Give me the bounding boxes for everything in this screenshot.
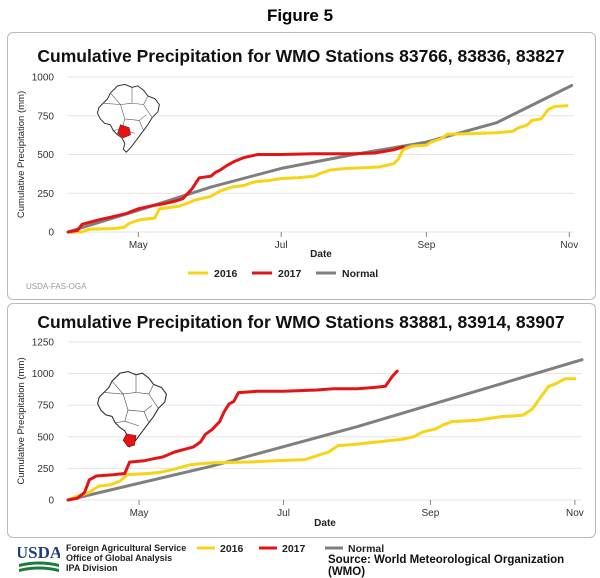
legend-label: 2017 (278, 268, 302, 280)
legend-label: 2016 (220, 543, 244, 555)
y-tick-label: 500 (37, 150, 54, 161)
agency-block: Foreign Agricultural Service Office of G… (66, 543, 186, 573)
state-border (131, 87, 149, 105)
y-tick-label: 750 (37, 401, 54, 412)
x-tick-label: Jul (275, 240, 288, 251)
legend-label: 2016 (214, 268, 238, 280)
y-tick-label: 250 (37, 464, 54, 475)
y-tick-label: 0 (48, 496, 54, 507)
figure-title: Figure 5 (266, 6, 334, 25)
chart-title: Cumulative Precipitation for WMO Station… (37, 312, 564, 332)
state-border (139, 114, 147, 121)
footer-legend-normal: Normal (325, 543, 384, 555)
chart-credit: USDA-FAS-OGA (26, 282, 87, 291)
x-tick-label: Sep (418, 240, 436, 251)
series-line-2016 (66, 104, 569, 234)
legend-label: 2017 (282, 543, 306, 555)
y-axis-label: Cumulative Precipitation (mm) (16, 357, 27, 484)
brazil-map (96, 83, 160, 153)
y-tick-label: 1250 (32, 338, 55, 349)
y-tick-label: 1000 (32, 73, 55, 84)
usda-logo: USDA (18, 543, 60, 572)
source-text: Source: World Meteorological Organizatio… (328, 554, 565, 578)
series-line-2016 (66, 377, 577, 502)
series-line-normal (66, 358, 584, 502)
series-line-2017 (66, 369, 399, 502)
footer-legend: 2016 2017 (197, 543, 306, 555)
agency-line-2: Office of Global Analysis (66, 553, 173, 563)
state-border (103, 392, 129, 411)
chart-panel-2: Cumulative Precipitation for WMO Station… (7, 303, 596, 538)
chart-title: Cumulative Precipitation for WMO Station… (37, 46, 564, 66)
chart-2: Cumulative Precipitation for WMO Station… (16, 312, 584, 529)
state-border (135, 374, 154, 395)
state-border (143, 404, 153, 412)
map-highlight-region (117, 124, 131, 139)
agency-line-1: Foreign Agricultural Service (66, 543, 187, 553)
x-axis-label: Date (310, 249, 332, 260)
y-tick-label: 500 (37, 432, 54, 443)
state-border (115, 420, 125, 424)
brazil-map (97, 371, 167, 448)
x-tick-label: Jul (277, 508, 290, 519)
state-border (124, 409, 140, 427)
x-tick-label: May (129, 240, 148, 251)
x-tick-label: Nov (560, 240, 578, 251)
x-axis-label: Date (314, 518, 336, 529)
state-border (143, 104, 153, 118)
x-tick-label: Sep (422, 508, 440, 519)
y-tick-label: 250 (37, 189, 54, 200)
x-tick-label: May (130, 508, 149, 519)
state-border (103, 102, 126, 120)
chart-panel-1: Cumulative Precipitation for WMO Station… (7, 32, 596, 300)
legend-label: Normal (342, 268, 378, 280)
map-highlight-region (122, 433, 137, 448)
y-tick-label: 0 (48, 228, 54, 239)
legend-label: Normal (348, 543, 384, 555)
series-line-2017 (66, 145, 405, 234)
y-axis-label: Cumulative Precipitation (mm) (16, 91, 27, 218)
state-border (127, 409, 150, 423)
chart-1: Cumulative Precipitation for WMO Station… (16, 46, 578, 291)
footer: USDA Foreign Agricultural Service Office… (0, 538, 600, 578)
brazil-outline (96, 83, 160, 153)
y-tick-label: 750 (37, 111, 54, 122)
agency-line-3: IPA Division (66, 563, 118, 573)
y-tick-label: 1000 (32, 369, 55, 380)
usda-logo-text: USDA (18, 543, 60, 562)
state-border (148, 393, 159, 409)
x-tick-label: Nov (566, 508, 584, 519)
